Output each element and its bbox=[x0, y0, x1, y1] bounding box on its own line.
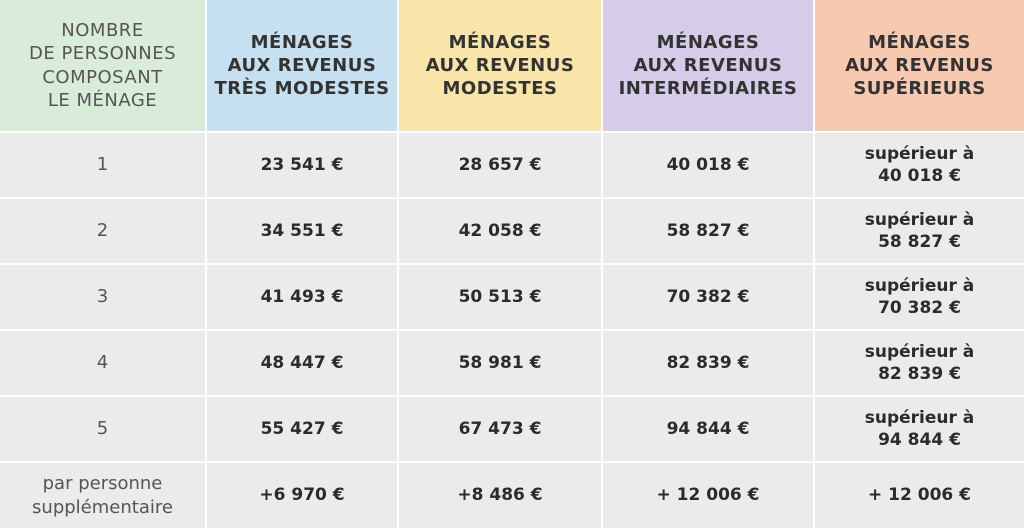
cell-text: 28 657 € bbox=[458, 154, 542, 175]
body-cell: 58 827 € bbox=[603, 199, 813, 263]
body-cell: supérieur à 40 018 € bbox=[815, 133, 1024, 197]
cell-text: 58 981 € bbox=[458, 352, 542, 373]
body-cell: 2 bbox=[0, 199, 205, 263]
cell-text: par personne bbox=[42, 473, 163, 495]
cell-text: 50 513 € bbox=[458, 286, 542, 307]
header-cell: MÉNAGES AUX REVENUS TRÈS MODESTES bbox=[207, 0, 397, 131]
body-cell: 42 058 € bbox=[399, 199, 601, 263]
body-cell: 1 bbox=[0, 133, 205, 197]
cell-text: SUPÉRIEURS bbox=[853, 78, 986, 100]
body-cell: 48 447 € bbox=[207, 331, 397, 395]
cell-text: MODESTES bbox=[442, 78, 558, 100]
body-cell: 4 bbox=[0, 331, 205, 395]
cell-text: 40 018 € bbox=[878, 166, 961, 186]
cell-text: 55 427 € bbox=[260, 418, 344, 439]
body-cell: 58 981 € bbox=[399, 331, 601, 395]
cell-text: 23 541 € bbox=[260, 154, 344, 175]
cell-text: 2 bbox=[96, 220, 109, 242]
body-cell: 67 473 € bbox=[399, 397, 601, 461]
body-cell: 23 541 € bbox=[207, 133, 397, 197]
header-cell: MÉNAGES AUX REVENUS INTERMÉDIAIRES bbox=[603, 0, 813, 131]
cell-text: AUX REVENUS bbox=[845, 54, 994, 76]
cell-text: MÉNAGES bbox=[448, 31, 552, 53]
cell-text: 94 844 € bbox=[666, 418, 750, 439]
cell-text: NOMBRE bbox=[61, 20, 144, 42]
body-cell: 94 844 € bbox=[603, 397, 813, 461]
cell-text: +6 970 € bbox=[259, 485, 345, 506]
cell-text: TRÈS MODESTES bbox=[214, 78, 390, 100]
header-cell: MÉNAGES AUX REVENUS MODESTES bbox=[399, 0, 601, 131]
cell-text: supérieur à bbox=[864, 143, 975, 164]
cell-text: COMPOSANT bbox=[42, 66, 163, 88]
cell-text: LE MÉNAGE bbox=[47, 89, 158, 111]
header-cell: MÉNAGES AUX REVENUS SUPÉRIEURS bbox=[815, 0, 1024, 131]
body-cell: 5 bbox=[0, 397, 205, 461]
cell-text: 82 839 € bbox=[878, 364, 961, 384]
cell-text: 40 018 € bbox=[666, 154, 750, 175]
body-cell: 50 513 € bbox=[399, 265, 601, 329]
cell-text: supérieur à bbox=[864, 407, 975, 428]
cell-text: + 12 006 € bbox=[868, 485, 971, 506]
cell-text: 41 493 € bbox=[260, 286, 344, 307]
body-cell: 3 bbox=[0, 265, 205, 329]
body-cell: + 12 006 € bbox=[815, 463, 1024, 528]
cell-text: 42 058 € bbox=[458, 220, 542, 241]
body-cell: supérieur à 82 839 € bbox=[815, 331, 1024, 395]
cell-text: 1 bbox=[96, 154, 109, 176]
body-cell: 70 382 € bbox=[603, 265, 813, 329]
body-cell: +8 486 € bbox=[399, 463, 601, 528]
body-cell: supérieur à 94 844 € bbox=[815, 397, 1024, 461]
body-cell: 34 551 € bbox=[207, 199, 397, 263]
body-cell: 82 839 € bbox=[603, 331, 813, 395]
cell-text: +8 486 € bbox=[457, 485, 543, 506]
cell-text: 4 bbox=[96, 352, 109, 374]
cell-text: 70 382 € bbox=[878, 298, 961, 318]
cell-text: 58 827 € bbox=[666, 220, 750, 241]
cell-text: AUX REVENUS bbox=[227, 54, 377, 76]
cell-text: 3 bbox=[96, 286, 109, 308]
cell-text: 48 447 € bbox=[260, 352, 344, 373]
body-cell: +6 970 € bbox=[207, 463, 397, 528]
cell-text: AUX REVENUS bbox=[633, 54, 783, 76]
cell-text: 67 473 € bbox=[458, 418, 542, 439]
body-cell: + 12 006 € bbox=[603, 463, 813, 528]
cell-text: MÉNAGES bbox=[656, 31, 760, 53]
body-cell: 55 427 € bbox=[207, 397, 397, 461]
cell-text: + 12 006 € bbox=[656, 485, 760, 506]
body-cell: par personne supplémentaire bbox=[0, 463, 205, 528]
body-cell: 28 657 € bbox=[399, 133, 601, 197]
cell-text: MÉNAGES bbox=[868, 31, 971, 53]
cell-text: 5 bbox=[96, 418, 109, 440]
cell-text: 58 827 € bbox=[878, 232, 961, 252]
cell-text: 82 839 € bbox=[666, 352, 750, 373]
cell-text: INTERMÉDIAIRES bbox=[618, 78, 798, 100]
cell-text: supérieur à bbox=[864, 341, 975, 362]
cell-text: AUX REVENUS bbox=[425, 54, 575, 76]
cell-text: supérieur à bbox=[864, 209, 975, 230]
cell-text: 94 844 € bbox=[878, 430, 961, 450]
cell-text: 70 382 € bbox=[666, 286, 750, 307]
cell-text: supérieur à bbox=[864, 275, 975, 296]
cell-text: 34 551 € bbox=[260, 220, 344, 241]
body-cell: 40 018 € bbox=[603, 133, 813, 197]
body-cell: supérieur à 58 827 € bbox=[815, 199, 1024, 263]
cell-text: MÉNAGES bbox=[250, 31, 354, 53]
body-cell: supérieur à 70 382 € bbox=[815, 265, 1024, 329]
body-cell: 41 493 € bbox=[207, 265, 397, 329]
cell-text: DE PERSONNES bbox=[28, 43, 176, 65]
cell-text: supplémentaire bbox=[32, 496, 173, 518]
header-cell: NOMBRE DE PERSONNES COMPOSANT LE MÉNAGE bbox=[0, 0, 205, 131]
